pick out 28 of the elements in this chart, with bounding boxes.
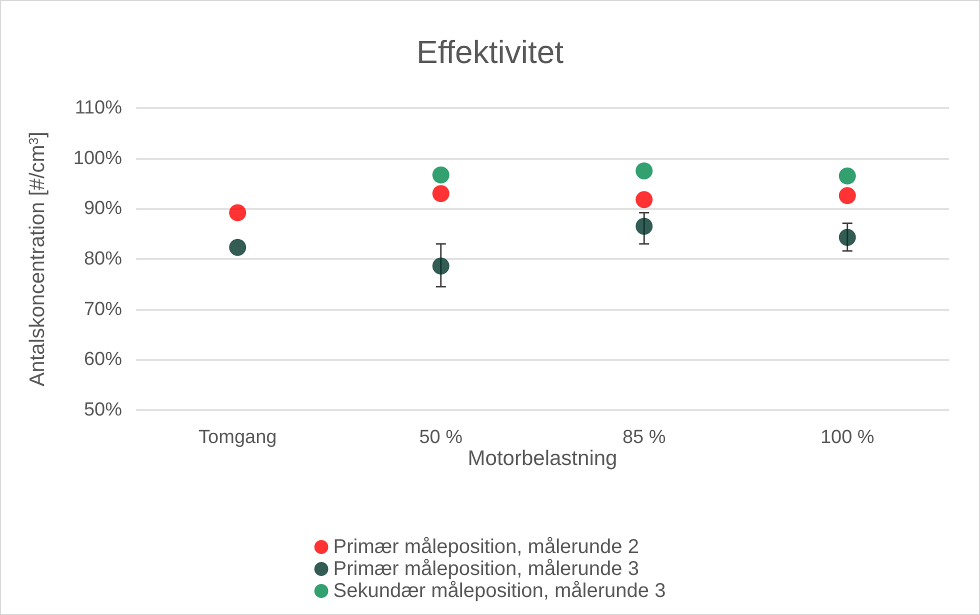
point xyxy=(229,238,246,256)
point xyxy=(432,185,450,202)
point xyxy=(229,204,246,222)
legend-label: Sekundær måleposition, målerunde 3 xyxy=(333,580,666,602)
y-tick-label: 100% xyxy=(73,148,122,169)
point xyxy=(838,187,856,204)
point xyxy=(838,228,856,246)
y-tick-label: 50% xyxy=(84,400,122,420)
x-tick-label: Tomgang xyxy=(198,427,277,448)
legend-label: Primær måleposition, målerunde 2 xyxy=(333,536,639,558)
x-axis-title: Motorbelastning xyxy=(468,447,618,470)
point xyxy=(636,162,653,180)
point xyxy=(432,258,450,275)
y-axis-title: Antalskoncentration [#/cm3] xyxy=(26,132,49,386)
legend-label: Primær måleposition, målerunde 3 xyxy=(333,558,639,580)
point xyxy=(838,167,856,184)
y-tick-label: 110% xyxy=(74,98,122,118)
y-tick-label: 80% xyxy=(84,248,122,270)
y-tick-label: 90% xyxy=(84,198,122,220)
point xyxy=(636,218,653,235)
point xyxy=(432,166,450,184)
x-tick-label: 100 % xyxy=(820,427,874,448)
y-tick-label: 70% xyxy=(84,298,122,320)
point xyxy=(636,191,653,208)
x-tick-label: 50 % xyxy=(419,427,463,448)
y-tick-label: 60% xyxy=(84,349,122,370)
x-tick-label: 85 % xyxy=(622,427,666,448)
chart-title: Effektivitet xyxy=(416,34,564,70)
